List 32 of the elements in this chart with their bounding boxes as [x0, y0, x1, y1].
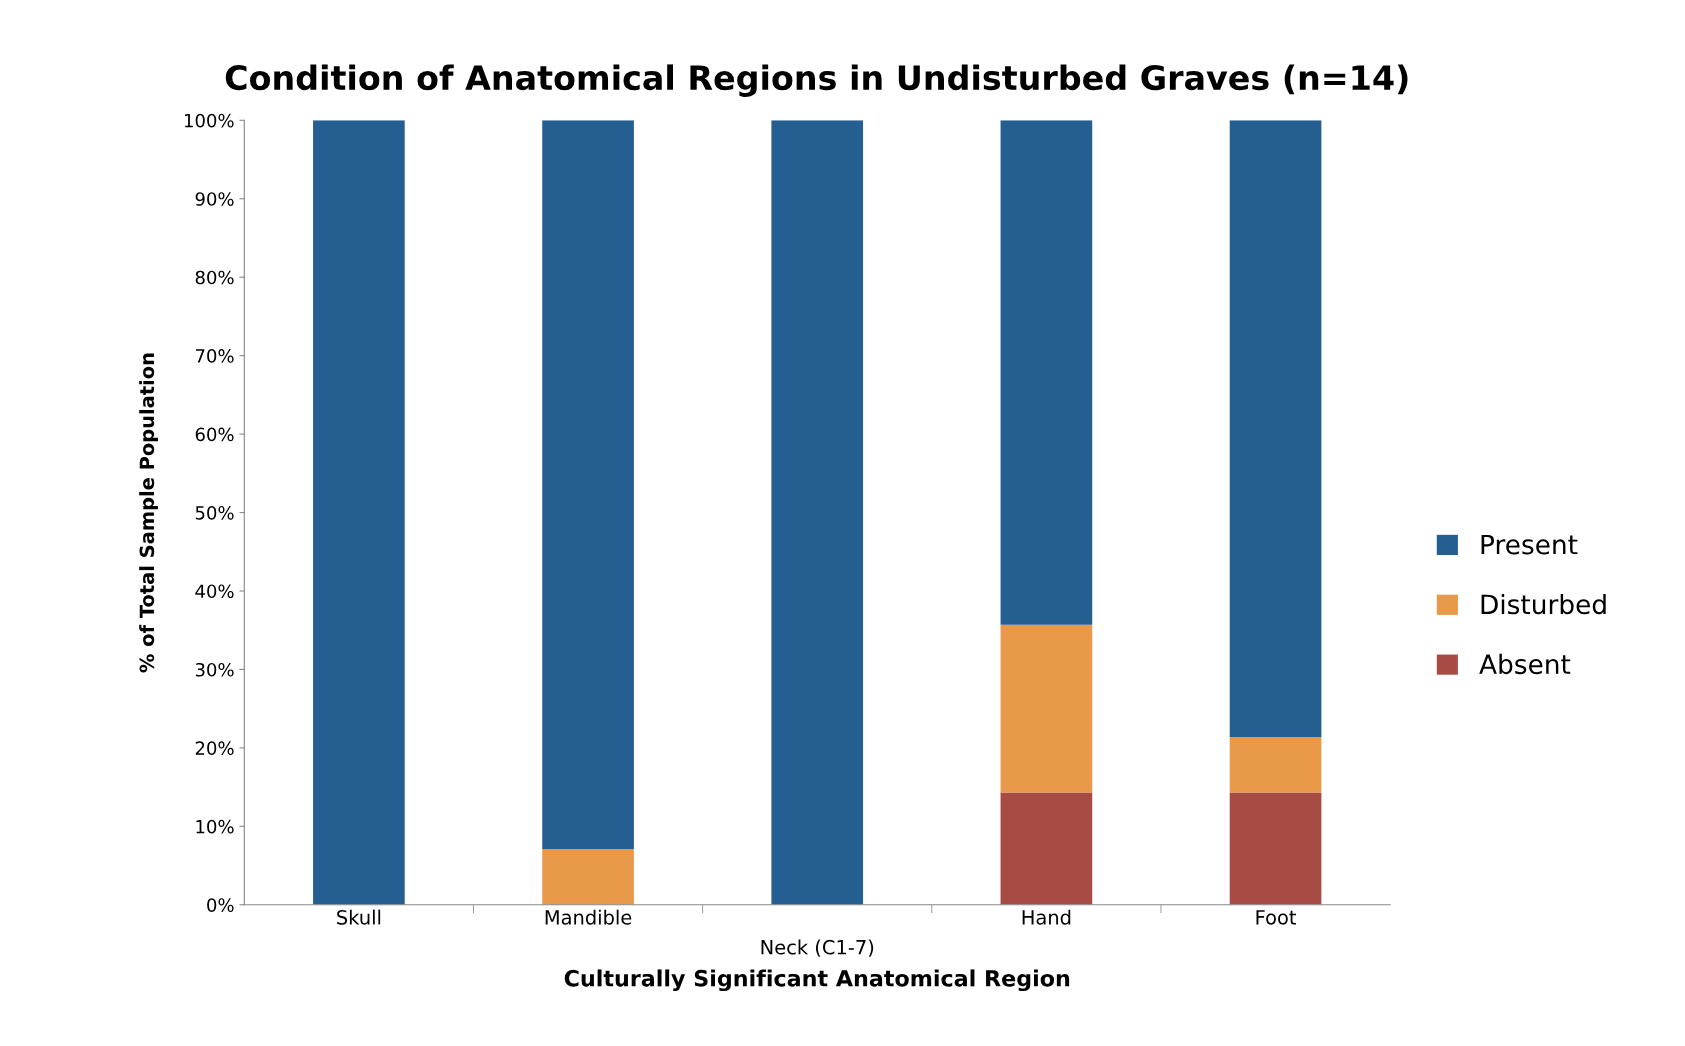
bar — [1000, 792, 1093, 905]
x-axis-title: Culturally Significant Anatomical Region — [564, 969, 1070, 992]
legend-label: Absent — [1479, 653, 1571, 675]
y-axis-title: % of Total Sample Population — [139, 353, 158, 673]
x-tick-label: Hand — [1022, 909, 1071, 925]
y-tick-label: 20% — [195, 741, 234, 756]
y-tick-label: 90% — [195, 192, 234, 206]
y-tick-label: 0% — [207, 898, 234, 912]
y-tick-label: 60% — [195, 427, 234, 442]
y-tick-label: 30% — [195, 662, 234, 677]
bar — [771, 120, 864, 905]
bar — [1000, 624, 1093, 793]
x-tick-label: Foot — [1256, 910, 1297, 925]
y-tick-label: 80% — [195, 270, 234, 285]
bar — [1229, 792, 1322, 905]
bar — [1229, 736, 1322, 793]
y-tick-label: 10% — [196, 819, 234, 834]
chart-title: Condition of Anatomical Regions in Undisturbed Graves (n=14) — [225, 64, 1408, 97]
legend-label: Disturbed — [1481, 593, 1606, 615]
bar — [313, 120, 405, 905]
legend-label: Present — [1481, 534, 1578, 555]
x-tick-label: Mandible — [545, 909, 632, 925]
bar — [542, 120, 634, 850]
bar — [1000, 120, 1093, 625]
y-tick-label: 70% — [195, 349, 234, 363]
y-tick-label: 40% — [195, 584, 234, 599]
bar — [542, 849, 634, 905]
y-tick-label: 100% — [184, 113, 234, 128]
x-tick-label: Skull — [337, 909, 381, 925]
x-tick-label: Neck (C1-7) — [761, 939, 874, 957]
y-tick-label: 50% — [195, 506, 234, 520]
bar — [1229, 120, 1322, 737]
